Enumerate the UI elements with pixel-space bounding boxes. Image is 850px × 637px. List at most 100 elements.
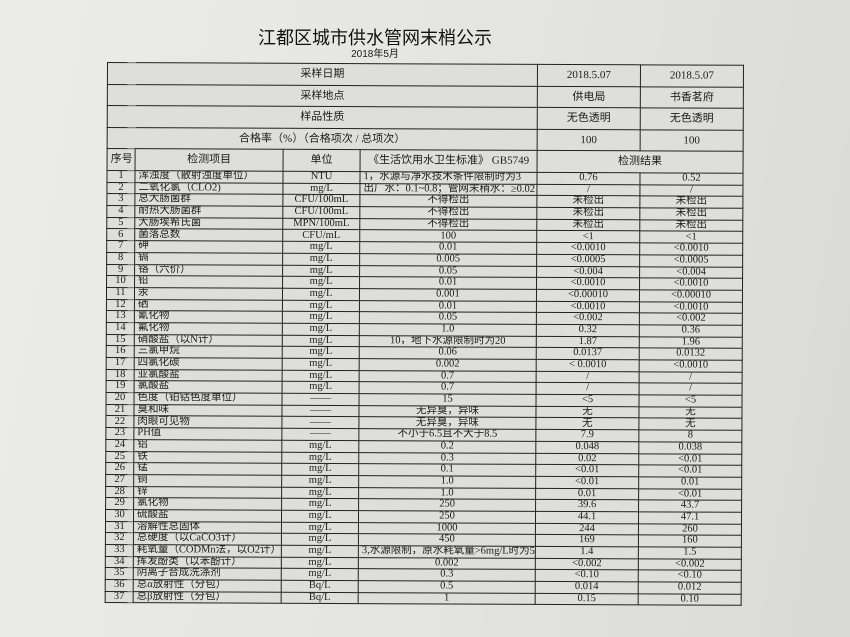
row-no: 23: [105, 427, 134, 440]
row-unit: mg/L: [282, 288, 360, 301]
row-item: 铜: [133, 474, 282, 487]
row-standard: 0.06: [359, 346, 537, 360]
row-standard: 0.002: [358, 557, 536, 570]
row-unit: Bq/L: [281, 580, 359, 593]
row-item: 氯化物: [133, 497, 282, 511]
row-unit: mg/L: [281, 451, 359, 464]
row-unit: CFU/mL: [282, 229, 360, 242]
row-result-1: 1.87: [536, 336, 640, 349]
row-result-2: <0.0010: [639, 278, 743, 291]
row-item: 氟化物: [134, 322, 283, 335]
row-item: 汞: [134, 287, 283, 300]
row-result-2: <1: [639, 231, 743, 244]
row-result-2: 0.10: [638, 593, 742, 606]
row-result-1: <0.002: [535, 558, 639, 571]
row-unit: mg/L: [282, 346, 360, 359]
row-item: 耗氧量（CODMn法，以O2计）: [133, 544, 282, 557]
row-result-2: <0.00010: [639, 289, 743, 302]
row-result-1: 0.32: [536, 324, 640, 337]
row-unit: mg/L: [281, 533, 359, 546]
row-unit: ——: [282, 393, 360, 406]
row-unit: NTU: [282, 171, 361, 184]
row-item: 耐热大肠菌群: [134, 205, 283, 219]
row-result-2: 无: [638, 406, 743, 419]
row-standard: 250: [358, 510, 536, 523]
row-standard: 1: [358, 592, 536, 605]
row-no: 31: [105, 521, 134, 533]
row-unit: mg/L: [281, 498, 359, 511]
row-result-1: 0.15: [535, 593, 639, 606]
row-item: 硫酸盐: [133, 509, 282, 522]
row-result-1: <0.0010: [536, 277, 640, 290]
row-no: 24: [105, 439, 134, 452]
summary-row-date: 采样日期 2018.5.07 2018.5.07: [107, 62, 744, 87]
summary-label: 采样日期: [107, 62, 538, 86]
row-result-2: 43.7: [638, 500, 742, 513]
row-result-2: /: [639, 383, 743, 396]
row-result-2: 260: [638, 523, 742, 536]
row-item: 色度（铂钴色度单位）: [134, 392, 283, 406]
row-result-1: <0.01: [535, 464, 639, 477]
row-result-2: <0.002: [639, 313, 743, 326]
row-unit: mg/L: [281, 486, 359, 499]
row-result-1: 0.048: [535, 441, 639, 454]
row-result-2: 0.52: [639, 172, 744, 185]
row-item: 挥发酚类（以苯酚计）: [133, 556, 282, 569]
row-item: 阴离子合成洗涤剂: [133, 567, 282, 581]
row-item: 锌: [133, 486, 282, 499]
row-item: 三氯甲烷: [134, 345, 283, 359]
row-no: 25: [105, 450, 134, 463]
row-standard: 0.01: [359, 241, 537, 255]
row-result-2: <0.0010: [639, 359, 743, 372]
row-no: 9: [106, 264, 135, 276]
row-no: 35: [105, 567, 134, 580]
row-result-1: 0.02: [535, 452, 639, 466]
row-standard: 0.7: [359, 381, 537, 395]
row-result-2: 8: [638, 429, 742, 443]
row-unit: mg/L: [281, 510, 359, 523]
row-result-1: 244: [535, 522, 639, 536]
row-result-2: 0.038: [638, 441, 742, 454]
row-no: 19: [106, 380, 135, 393]
row-unit: ——: [281, 428, 359, 441]
row-standard: 0.001: [359, 288, 537, 301]
row-unit: mg/L: [282, 182, 360, 195]
row-unit: mg/L: [282, 264, 360, 277]
row-result-2: 0.0132: [639, 348, 743, 361]
row-result-2: 160: [638, 535, 742, 548]
row-unit: CFU/100mL: [282, 194, 360, 207]
row-unit: mg/L: [282, 334, 360, 347]
row-result-2: <0.0010: [639, 301, 743, 314]
row-unit: ——: [281, 405, 360, 418]
row-result-1: <0.01: [535, 476, 639, 489]
row-result-1: /: [536, 184, 640, 197]
row-item: 总β放射性（分包）: [133, 591, 282, 604]
row-standard: 1.0: [358, 475, 536, 488]
row-result-2: 无: [638, 418, 742, 431]
row-result-1: <0.0010: [536, 242, 640, 255]
row-result-1: 无: [535, 406, 640, 419]
row-unit: mg/L: [282, 369, 360, 382]
row-result-1: 未检出: [536, 207, 640, 220]
row-result-1: 0.0137: [536, 347, 640, 360]
row-unit: mg/L: [282, 299, 360, 312]
row-no: 4: [106, 205, 135, 218]
row-no: 17: [106, 357, 135, 370]
row-no: 6: [106, 228, 135, 241]
row-item: 氰化物: [134, 310, 283, 324]
row-no: 33: [105, 544, 134, 557]
row-no: 21: [105, 404, 135, 417]
row-result-2: 0.012: [638, 581, 742, 595]
page-title: 江都区城市供水管网末梢公示: [258, 28, 492, 49]
row-standard: 1，水源与净水技术条件限制时为3: [359, 171, 538, 185]
row-result-2: /: [639, 371, 743, 384]
row-standard: 100: [359, 230, 537, 243]
column-header-result: 检测结果: [537, 150, 744, 174]
row-result-2: 1.5: [638, 546, 742, 559]
row-item: 浑浊度（散射浊度单位）: [134, 170, 284, 183]
page-subtitle: 2018年5月: [351, 49, 399, 60]
row-item: 硝酸盐（以N计）: [134, 334, 283, 347]
summary-value: 2018.5.07: [640, 64, 744, 87]
row-result-2: <5: [639, 394, 743, 408]
row-result-1: 未检出: [536, 195, 640, 208]
